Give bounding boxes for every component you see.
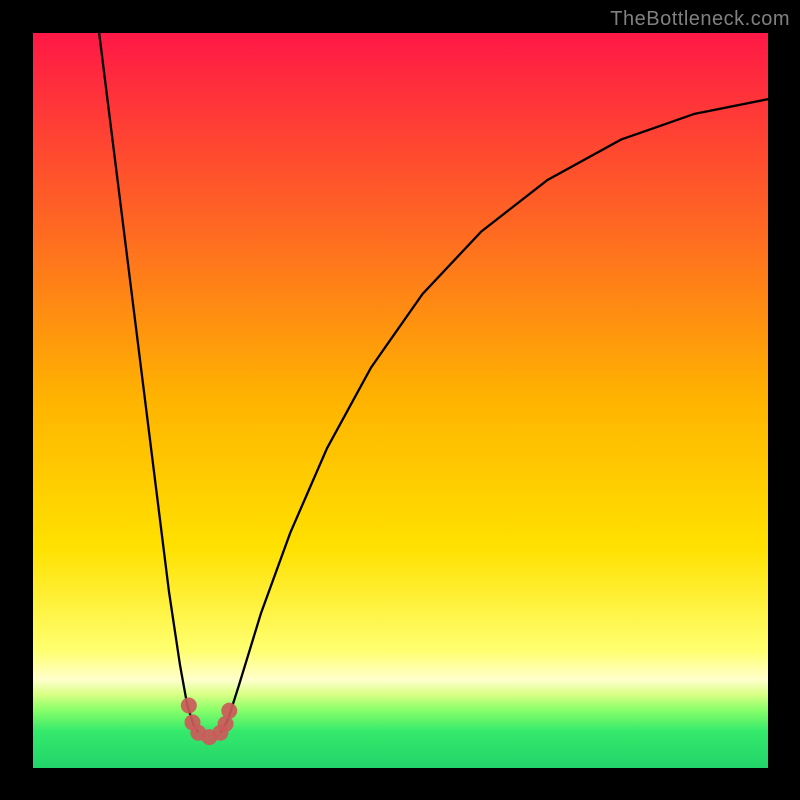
marker-point bbox=[181, 698, 197, 714]
chart-plot-area bbox=[33, 33, 768, 768]
watermark-text: TheBottleneck.com bbox=[610, 8, 790, 31]
chart-gradient-background bbox=[33, 33, 768, 768]
chart-svg bbox=[33, 33, 768, 768]
marker-point bbox=[221, 703, 237, 719]
